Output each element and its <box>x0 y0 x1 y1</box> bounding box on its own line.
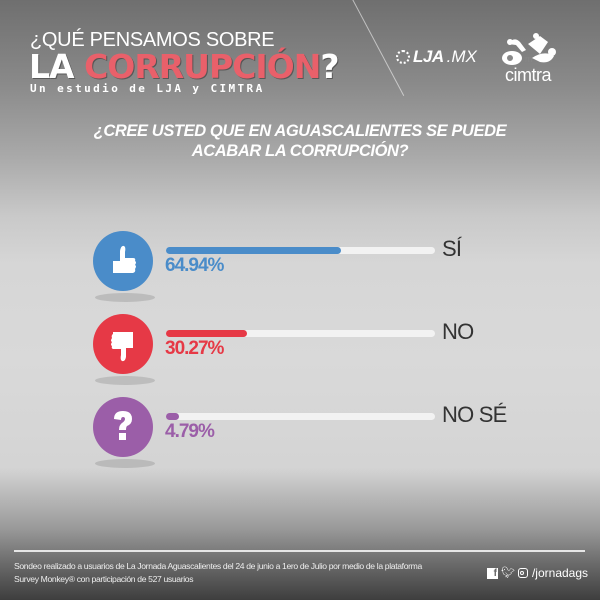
result-row-si: 64.94% SÍ <box>0 228 600 308</box>
title-word-la: LA <box>29 47 75 86</box>
title-line1: ¿QUÉ PENSAMOS SOBRE <box>30 29 275 51</box>
cimtra-logo-text: cimtra <box>505 65 552 85</box>
instagram-icon[interactable] <box>517 568 528 578</box>
title-word-corrupcion: CORRUPCIÓN <box>84 47 321 86</box>
question-line1: ¿CREE USTED QUE EN AGUASCALIENTES SE PUE… <box>93 122 507 140</box>
cimtra-logo: m cimtra <box>500 32 560 87</box>
bar-track <box>166 413 435 420</box>
question-line2: ACABAR LA CORRUPCIÓN? <box>191 142 409 160</box>
question-mark-icon <box>93 397 153 457</box>
result-row-no: 30.27% NO <box>0 311 600 391</box>
category-label-no-se: NO SÉ <box>442 402 507 427</box>
svg-text:m: m <box>525 54 533 64</box>
social-handle[interactable]: /jornadags <box>531 566 589 580</box>
value-label-si: 64.94% <box>165 255 224 276</box>
bar-fill-no <box>166 330 248 337</box>
lja-logo: LJA .MX <box>396 47 477 67</box>
footer-divider <box>14 550 585 552</box>
icon-shadow <box>95 376 155 385</box>
thumbs-down-icon <box>93 314 153 374</box>
lja-gear-icon <box>396 50 410 64</box>
subtitle: Un estudio de LJA y CIMTRA <box>30 82 265 95</box>
lja-logo-suffix: .MX <box>446 47 477 66</box>
title-question-mark: ? <box>320 47 339 86</box>
result-row-no-se: 4.79% NO SÉ <box>0 394 600 474</box>
value-label-no-se: 4.79% <box>165 421 215 442</box>
bar-fill-no-se <box>166 413 179 420</box>
bar-track <box>166 330 435 337</box>
footer-note-line2: Survey Monkey® con participación de 527 … <box>14 574 194 584</box>
category-label-no: NO <box>442 319 474 344</box>
footer-note-line1: Sondeo realizado a usuarios de La Jornad… <box>14 561 422 571</box>
bar-track <box>166 247 435 254</box>
value-label-no: 30.27% <box>165 338 224 359</box>
twitter-icon[interactable]: 🐦︎ <box>501 566 515 579</box>
lja-logo-text: LJA <box>413 47 444 66</box>
icon-shadow <box>95 293 155 302</box>
bar-fill-si <box>166 247 341 254</box>
footer-note: Sondeo realizado a usuarios de La Jornad… <box>14 560 434 586</box>
survey-question: ¿CREE USTED QUE EN AGUASCALIENTES SE PUE… <box>0 121 600 161</box>
thumbs-up-icon <box>93 231 153 291</box>
social-links: f 🐦︎ /jornadags <box>487 566 588 580</box>
facebook-icon[interactable]: f <box>487 567 498 579</box>
icon-shadow <box>95 459 155 468</box>
title-line2: LA CORRUPCIÓN? <box>29 47 339 86</box>
cimtra-emblem-icon: m <box>502 33 556 65</box>
category-label-si: SÍ <box>442 236 462 261</box>
